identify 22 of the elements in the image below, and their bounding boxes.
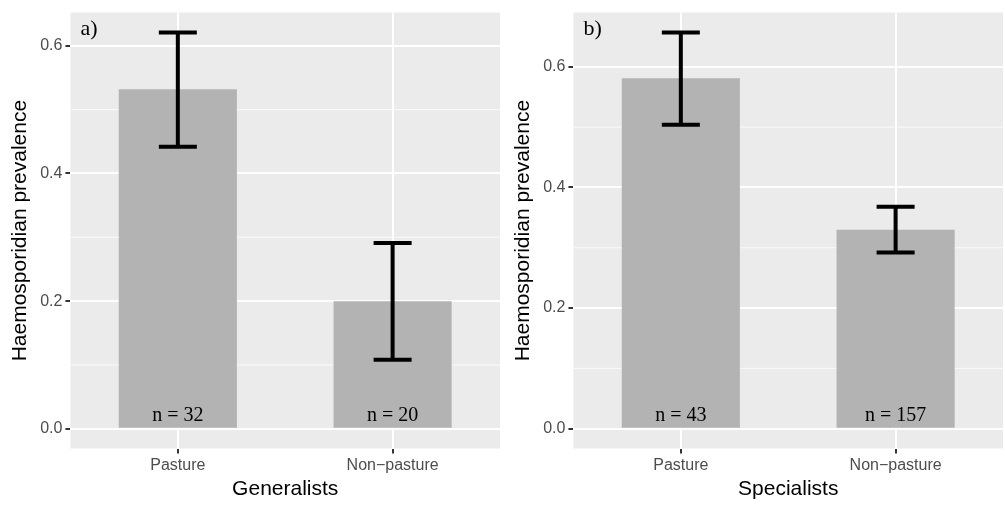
y-tick-label: 0.2 [543,298,566,316]
annotation: a) [80,14,98,40]
annotation: n = 157 [864,402,927,425]
y-tick-label: 0.0 [40,419,63,437]
y-axis-title: Haemosporidian prevalence [510,99,534,362]
annotation: b) [583,14,602,40]
annotation: n = 20 [366,402,419,425]
x-axis-title: Generalists [232,476,339,500]
y-tick-label: 0.6 [543,57,566,75]
annotation: n = 43 [655,402,707,425]
y-tick-label: 0.6 [40,36,63,54]
x-tick-label: Non−pasture [346,455,439,473]
y-tick-label: 0.4 [40,163,63,181]
x-tick-label: Pasture [653,455,709,473]
y-tick-label: 0.0 [543,419,566,437]
x-tick-label: Non−pasture [849,455,942,473]
x-axis-title: Specialists [738,476,839,500]
x-tick-label: Pasture [150,455,206,473]
annotation: n = 32 [152,402,204,425]
y-axis-title: Haemosporidian prevalence [7,99,31,362]
y-tick-label: 0.4 [543,177,566,195]
y-tick-label: 0.2 [40,291,63,309]
